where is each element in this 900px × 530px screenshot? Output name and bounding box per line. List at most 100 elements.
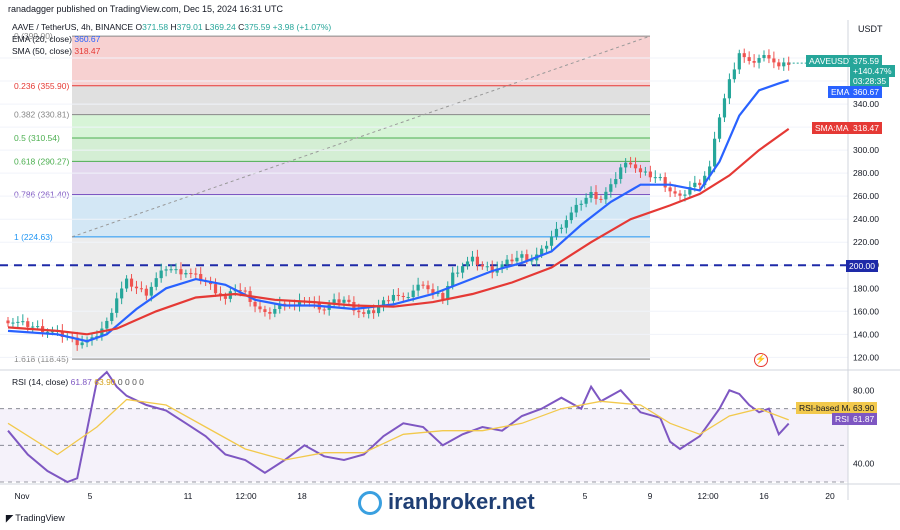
- candle-body: [416, 284, 420, 291]
- ohlc-close-label: C: [238, 22, 245, 32]
- candle-body: [105, 320, 109, 329]
- candle-body: [223, 296, 228, 299]
- fib-zone: [72, 236, 650, 360]
- tv-logo-text: TradingView: [15, 513, 65, 523]
- fib-label: 0.382 (330.81): [14, 110, 69, 120]
- tradingview-logo[interactable]: ◤ TradingView: [6, 513, 65, 524]
- price-tick-label: 120.00: [853, 352, 879, 362]
- candle-body: [436, 292, 440, 294]
- price-tick-label: 340.00: [853, 99, 879, 109]
- candle-body: [505, 259, 509, 265]
- watermark-text: iranbroker.net: [388, 489, 535, 514]
- sma-line: [7, 128, 790, 336]
- candle-body: [268, 311, 272, 314]
- legend-rsi-value: 61.87: [70, 377, 92, 387]
- fibonacci-retracement[interactable]: 0 (399.00) 0.236 (355.90) 0.382 (330.81) 0.…: [14, 31, 651, 364]
- candle-body: [520, 254, 524, 258]
- published-text: ranadagger published on TradingView.com,…: [8, 4, 284, 14]
- price-axis[interactable]: 380.00360.00340.00320.00300.00280.00260.…: [853, 53, 879, 362]
- candle-body: [456, 272, 460, 274]
- candle-body: [609, 184, 613, 192]
- price-tag-value: 375.59: [850, 55, 882, 67]
- legend-ema-value: 360.67: [74, 34, 101, 44]
- legend-ema-label: EMA (20, close): [12, 34, 72, 44]
- price-tick-label: 240.00: [853, 214, 879, 224]
- fib-zone: [72, 114, 650, 138]
- candle-body: [544, 245, 549, 249]
- ohlc-high-label: H: [170, 22, 177, 32]
- legend-symbol[interactable]: AAVE / TetherUS, 4h, BINANCE: [12, 22, 134, 32]
- price-tag-timer: 03:28:35: [850, 75, 890, 87]
- fib-label: 0.236 (355.90): [14, 81, 69, 91]
- candle-body: [372, 310, 376, 314]
- ohlc-high: 379.01: [176, 22, 203, 32]
- candle-body: [386, 300, 391, 302]
- legend-ema-row[interactable]: EMA (20, close) 360.67: [12, 34, 100, 44]
- fib-label: 0.618 (290.27): [14, 156, 69, 166]
- fib-label: 0.5 (310.54): [14, 133, 60, 143]
- candle-body: [722, 98, 727, 118]
- candle-body: [406, 297, 410, 299]
- candle-body: [599, 198, 603, 200]
- rsi-ma-tag: RSI-based MA: [796, 402, 858, 414]
- candle-body: [485, 266, 489, 268]
- candle-body: [278, 303, 282, 309]
- candle-body: [708, 166, 712, 176]
- candle-body: [297, 300, 302, 306]
- currency-label[interactable]: USDT: [858, 24, 883, 34]
- candle-body: [238, 290, 242, 292]
- price-tick-label: 140.00: [853, 329, 879, 339]
- published-header: ranadagger published on TradingView.com,…: [0, 0, 900, 34]
- rsi-ma-tag-value: 63.90: [850, 402, 878, 414]
- ohlc-low: 369.24: [209, 22, 236, 32]
- candle-body: [80, 342, 84, 346]
- time-tick-label: 16: [759, 491, 769, 501]
- time-tick-label: 5: [88, 491, 93, 501]
- candle-body: [767, 55, 771, 59]
- rsi-tag: RSI: [832, 413, 853, 425]
- candle-body: [36, 326, 40, 328]
- price-tick-label: 280.00: [853, 168, 879, 178]
- candle-body: [391, 294, 396, 301]
- candle-body: [638, 168, 643, 173]
- alert-lightning-icon[interactable]: ⚡: [754, 353, 768, 367]
- ohlc-open-label: O: [135, 22, 143, 32]
- candle-body: [273, 308, 277, 314]
- candle-body: [658, 177, 662, 179]
- candle-body: [564, 220, 568, 228]
- price-tag-change: +140.47%: [850, 65, 895, 77]
- candle-body: [134, 286, 139, 289]
- ohlc-low-label: L: [205, 22, 210, 32]
- candle-body: [129, 278, 134, 287]
- candle-body: [683, 194, 687, 196]
- legend-rsi-ma-value: 63.90: [94, 377, 116, 387]
- candle-body: [50, 331, 55, 333]
- legend-rsi-row[interactable]: RSI (14, close) 61.87 63.90 0 0 0 0: [12, 377, 144, 387]
- price-tick-label: 260.00: [853, 191, 879, 201]
- legend-sma-row[interactable]: SMA (50, close) 318.47: [12, 46, 100, 56]
- candle-body: [194, 273, 198, 275]
- time-axis[interactable]: Nov 5 11 12:00 18 5 9 12:00 16 20: [0, 483, 900, 501]
- candle-body: [540, 248, 544, 255]
- time-tick-label: Nov: [14, 491, 30, 501]
- candle-body: [11, 322, 15, 324]
- candle-body: [16, 321, 20, 323]
- price-tag-symbol: AAVEUSDT: [806, 55, 858, 67]
- candle-body: [21, 321, 25, 323]
- rsi-tag-value: 61.87: [850, 413, 878, 425]
- fib-zone: [72, 36, 650, 86]
- candle-body: [31, 326, 35, 328]
- candle-body: [510, 259, 514, 262]
- legend-rsi-extra: 0 0 0 0: [117, 377, 144, 387]
- candle-body: [470, 256, 475, 262]
- candle-body: [465, 261, 470, 267]
- candle-body: [554, 228, 559, 237]
- rsi-pane[interactable]: 80.00 40.00: [0, 20, 900, 500]
- sma-tag-value: 318.47: [850, 122, 882, 134]
- ema-tag: EMA: [828, 86, 853, 98]
- candle-body: [663, 177, 667, 188]
- legend-rsi-label: RSI (14, close): [12, 377, 69, 387]
- candle-body: [283, 303, 287, 305]
- rsi-ma-line: [7, 398, 789, 461]
